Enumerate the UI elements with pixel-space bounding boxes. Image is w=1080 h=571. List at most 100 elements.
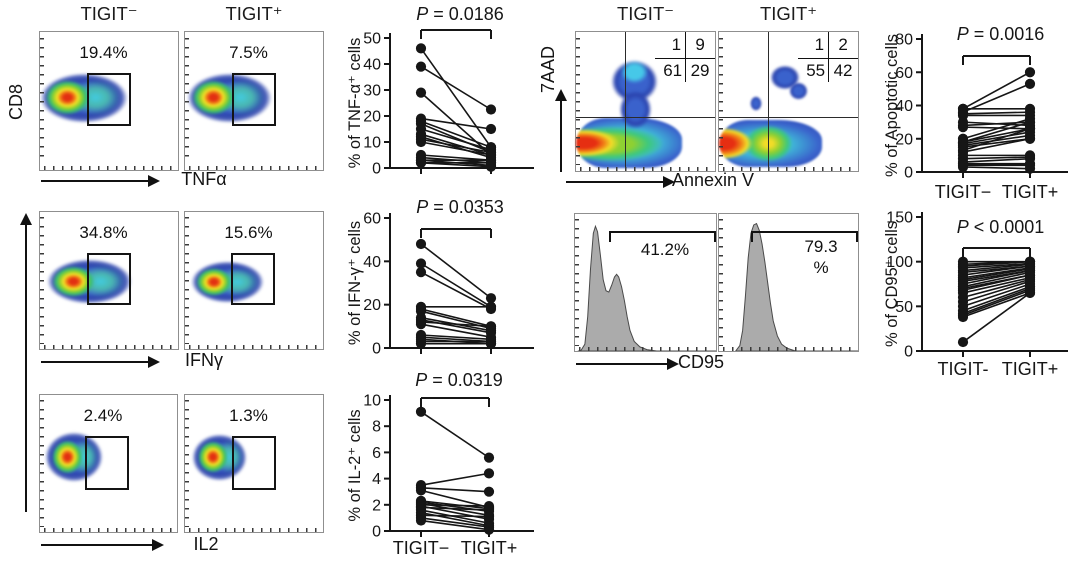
gate-percentage: 15.6% bbox=[224, 222, 273, 242]
flow-plot-ifn-tigit-neg: 34.8% bbox=[39, 211, 179, 350]
quad-stat-ll: 61 bbox=[663, 61, 683, 81]
y-axis-label-cd8: CD8 bbox=[6, 84, 26, 121]
density-blob-small bbox=[749, 95, 763, 112]
paired-plot-tnf: 0 10 20 30 40 50 P = 0.0186 % of TNF-α⁺ cells bbox=[346, 4, 534, 178]
quadrant-vline bbox=[767, 32, 769, 171]
x-ticks bbox=[44, 345, 174, 349]
histogram-cd95-tigit-neg: 41.2% bbox=[574, 213, 717, 352]
column-title-tigit-neg-left: TIGIT⁻ bbox=[80, 3, 138, 24]
x-ticks bbox=[189, 345, 319, 349]
gate-percentage: 7.5% bbox=[229, 43, 268, 63]
x-ticks bbox=[723, 347, 854, 351]
x-axis-arrow-tnf bbox=[41, 175, 160, 187]
svg-text:TIGIT−: TIGIT− bbox=[393, 538, 450, 558]
svg-text:6: 6 bbox=[372, 445, 381, 462]
x-ticks bbox=[580, 167, 711, 171]
y-ticks bbox=[40, 217, 44, 344]
quadrant-stats: 1 2 55 42 bbox=[798, 32, 858, 83]
density-blob bbox=[45, 432, 104, 483]
y-ticks bbox=[576, 37, 580, 166]
svg-text:0: 0 bbox=[372, 161, 381, 178]
density-blob bbox=[40, 72, 129, 123]
gate-percentage: 1.3% bbox=[229, 405, 268, 425]
svg-text:0: 0 bbox=[904, 344, 913, 361]
svg-text:4: 4 bbox=[372, 471, 381, 488]
paired-plot-ifn: 0 20 40 60 P = 0.0353 % of IFN-γ⁺ cells bbox=[346, 197, 534, 358]
svg-text:TIGIT+: TIGIT+ bbox=[1002, 182, 1059, 202]
gate-box bbox=[231, 436, 277, 490]
svg-text:P < 0.0001: P < 0.0001 bbox=[957, 217, 1045, 237]
y-ticks bbox=[719, 37, 723, 166]
density-blob-upper-2 bbox=[788, 82, 808, 101]
histogram-curve bbox=[719, 214, 858, 351]
density-blob bbox=[186, 72, 272, 123]
svg-text:20: 20 bbox=[895, 131, 913, 148]
svg-text:20: 20 bbox=[363, 297, 381, 314]
svg-text:0: 0 bbox=[372, 341, 381, 358]
svg-text:10: 10 bbox=[363, 135, 381, 152]
gate-percentage: 79.3 % bbox=[789, 236, 853, 278]
column-title-tigit-pos-right: TIGIT⁺ bbox=[759, 3, 818, 24]
svg-text:% of TNF-α⁺ cells: % of TNF-α⁺ cells bbox=[346, 38, 364, 169]
svg-text:% of CD95⁺ cells: % of CD95⁺ cells bbox=[883, 221, 901, 347]
gate-percentage-line1: 79.3 bbox=[804, 237, 838, 256]
svg-text:50: 50 bbox=[895, 299, 913, 316]
gate-bracket bbox=[609, 231, 716, 242]
y-ticks bbox=[185, 400, 189, 527]
quad-stat-ur: 9 bbox=[695, 35, 705, 54]
x-ticks bbox=[189, 528, 319, 532]
x-ticks bbox=[579, 347, 712, 351]
paired-plot-apoptotic: 0 20 40 60 80 P = 0.0016 % of Apoptotic cells T… bbox=[883, 24, 1068, 202]
svg-text:8: 8 bbox=[372, 419, 381, 436]
y-ticks bbox=[575, 219, 579, 346]
quad-stat-ur: 2 bbox=[838, 35, 848, 54]
gate-box bbox=[86, 253, 132, 306]
y-ticks bbox=[185, 217, 189, 344]
flow-plot-il2-tigit-neg: 2.4% bbox=[39, 394, 178, 533]
flow-plot-annexin-tigit-pos: 1 2 55 42 bbox=[718, 31, 859, 172]
flow-plot-annexin-tigit-neg: 1 9 61 29 bbox=[575, 31, 716, 172]
gate-percentage: 2.4% bbox=[83, 405, 123, 425]
gate-percentage-line2: % bbox=[813, 258, 829, 277]
svg-text:% of IL-2⁺ cells: % of IL-2⁺ cells bbox=[346, 409, 364, 521]
svg-text:40: 40 bbox=[363, 254, 381, 271]
quadrant-vline bbox=[624, 32, 626, 171]
svg-text:0: 0 bbox=[904, 165, 913, 182]
svg-text:60: 60 bbox=[895, 65, 913, 82]
x-ticks bbox=[189, 166, 319, 170]
quad-stat-lr: 29 bbox=[690, 61, 710, 81]
quad-stat-ul: 1 bbox=[814, 35, 825, 54]
quad-stat-ul: 1 bbox=[671, 35, 682, 54]
density-blob-stem bbox=[619, 90, 653, 130]
x-ticks bbox=[44, 528, 173, 532]
x-ticks bbox=[44, 166, 174, 170]
gate-percentage: 19.4% bbox=[79, 43, 128, 63]
x-ticks bbox=[723, 167, 854, 171]
flow-plot-il2-tigit-pos: 1.3% bbox=[184, 394, 324, 533]
y-ticks bbox=[40, 400, 44, 527]
y-axis-arrow-left bbox=[20, 213, 32, 512]
density-blob bbox=[191, 433, 248, 481]
column-title-tigit-neg-right: TIGIT⁻ bbox=[616, 3, 675, 24]
x-axis-arrow-ifn bbox=[41, 356, 160, 368]
x-axis-label-tnf: TNFα bbox=[181, 169, 227, 189]
gate-percentage: 41.2% bbox=[640, 240, 690, 259]
y-axis-arrow-7aad bbox=[555, 89, 567, 172]
gate-box bbox=[85, 436, 130, 490]
svg-text:40: 40 bbox=[895, 98, 913, 115]
gate-box bbox=[231, 73, 277, 126]
svg-text:2: 2 bbox=[372, 497, 381, 514]
x-axis-label-cd95: CD95 bbox=[678, 352, 725, 372]
gate-bracket bbox=[751, 231, 858, 242]
y-ticks bbox=[40, 37, 44, 165]
svg-text:P = 0.0353: P = 0.0353 bbox=[416, 197, 504, 217]
gate-box bbox=[230, 253, 275, 306]
svg-text:TIGIT+: TIGIT+ bbox=[1002, 359, 1059, 379]
gate-box bbox=[86, 73, 132, 126]
gate-percentage: 34.8% bbox=[79, 222, 128, 242]
svg-text:% of IFN-γ⁺ cells: % of IFN-γ⁺ cells bbox=[346, 221, 364, 345]
x-axis-arrow-il2 bbox=[41, 539, 164, 551]
x-axis-label-ifn: IFNγ bbox=[185, 350, 223, 370]
svg-text:80: 80 bbox=[895, 32, 913, 49]
